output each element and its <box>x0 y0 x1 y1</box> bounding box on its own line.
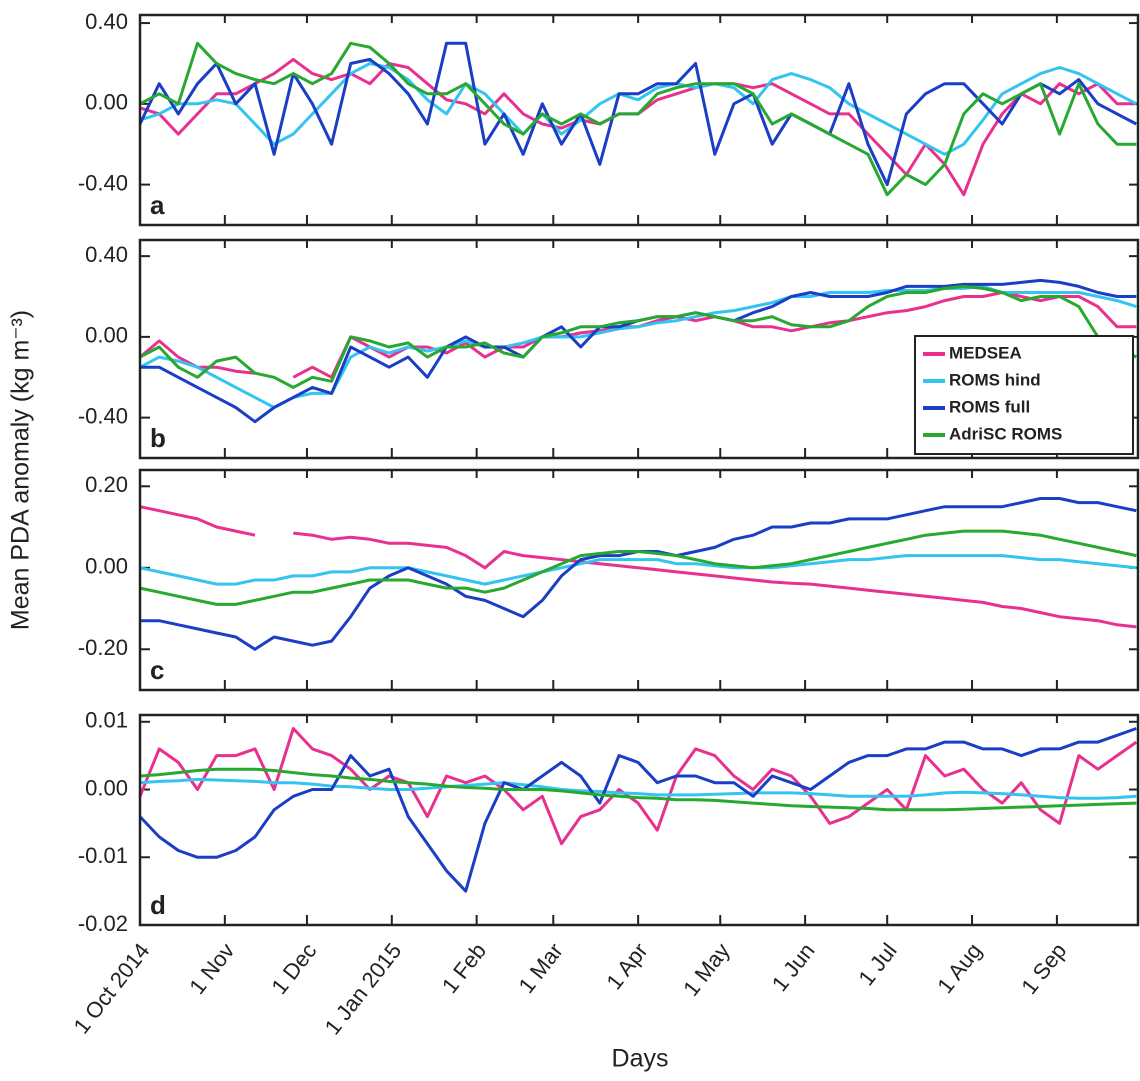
y-tick-label: 0.40 <box>85 242 128 267</box>
y-tick-label: 0.20 <box>85 472 128 497</box>
x-tick-label: 1 Jun <box>767 938 820 996</box>
x-axis-title: Days <box>612 1045 669 1073</box>
y-axis-title: Mean PDA anomaly (kg m⁻³) <box>7 310 35 630</box>
y-tick-label: -0.20 <box>78 635 128 660</box>
series-line <box>139 62 1137 156</box>
panel-background <box>140 715 1139 925</box>
series-line <box>139 284 1137 389</box>
panel-frame <box>138 238 1140 460</box>
panel-frame <box>138 468 1140 692</box>
panel-frame <box>138 13 1140 227</box>
x-tick-label: 1 Apr <box>601 938 652 994</box>
y-tick-label: 0.01 <box>85 708 128 733</box>
x-tick-label: 1 Nov <box>184 938 239 999</box>
panel-frame <box>138 713 1140 927</box>
y-tick-label: -0.01 <box>78 843 128 868</box>
panel-letter: c <box>150 655 164 685</box>
legend-label: ROMS hind <box>949 370 1041 389</box>
y-tick-label: -0.40 <box>78 170 128 195</box>
series-line <box>139 777 1137 800</box>
x-tick-label: 1 Feb <box>437 938 491 998</box>
legend-label: MEDSEA <box>949 343 1022 362</box>
series-line <box>138 41 1137 187</box>
y-tick-label: 0.00 <box>85 775 128 800</box>
legend-label: AdriSC ROMS <box>949 424 1062 443</box>
x-tick-label: 1 May <box>678 938 735 1001</box>
series-line <box>139 554 1137 586</box>
series-line <box>139 767 1137 812</box>
series-line <box>138 727 1137 893</box>
y-tick-label: 0.40 <box>85 9 128 34</box>
y-tick-label: -0.02 <box>78 911 128 936</box>
series-line <box>139 505 1137 629</box>
y-tick-label: 0.00 <box>85 90 128 115</box>
x-tick-label: 1 Jan 2015 <box>320 938 407 1039</box>
y-tick-label: 0.00 <box>85 323 128 348</box>
panel-letter: a <box>150 190 165 220</box>
x-tick-label: 1 Sep <box>1016 938 1071 999</box>
panel-background <box>140 470 1139 690</box>
panel-letter: d <box>150 890 166 920</box>
x-tick-label: 1 Aug <box>932 938 986 998</box>
panel-letter: b <box>150 423 166 453</box>
x-tick-label: 1 Jul <box>853 938 901 990</box>
legend-label: ROMS full <box>949 397 1030 416</box>
series-line <box>139 41 1137 197</box>
series-line <box>139 529 1137 606</box>
x-tick-label: 1 Dec <box>266 938 321 999</box>
x-tick-label: 1 Mar <box>513 938 567 998</box>
panel-background <box>140 15 1139 225</box>
y-tick-label: -0.40 <box>78 403 128 428</box>
x-tick-label: 1 Oct 2014 <box>69 938 155 1038</box>
legend-box <box>914 335 1134 455</box>
series-line <box>138 727 1138 846</box>
y-tick-label: 0.00 <box>85 554 128 579</box>
